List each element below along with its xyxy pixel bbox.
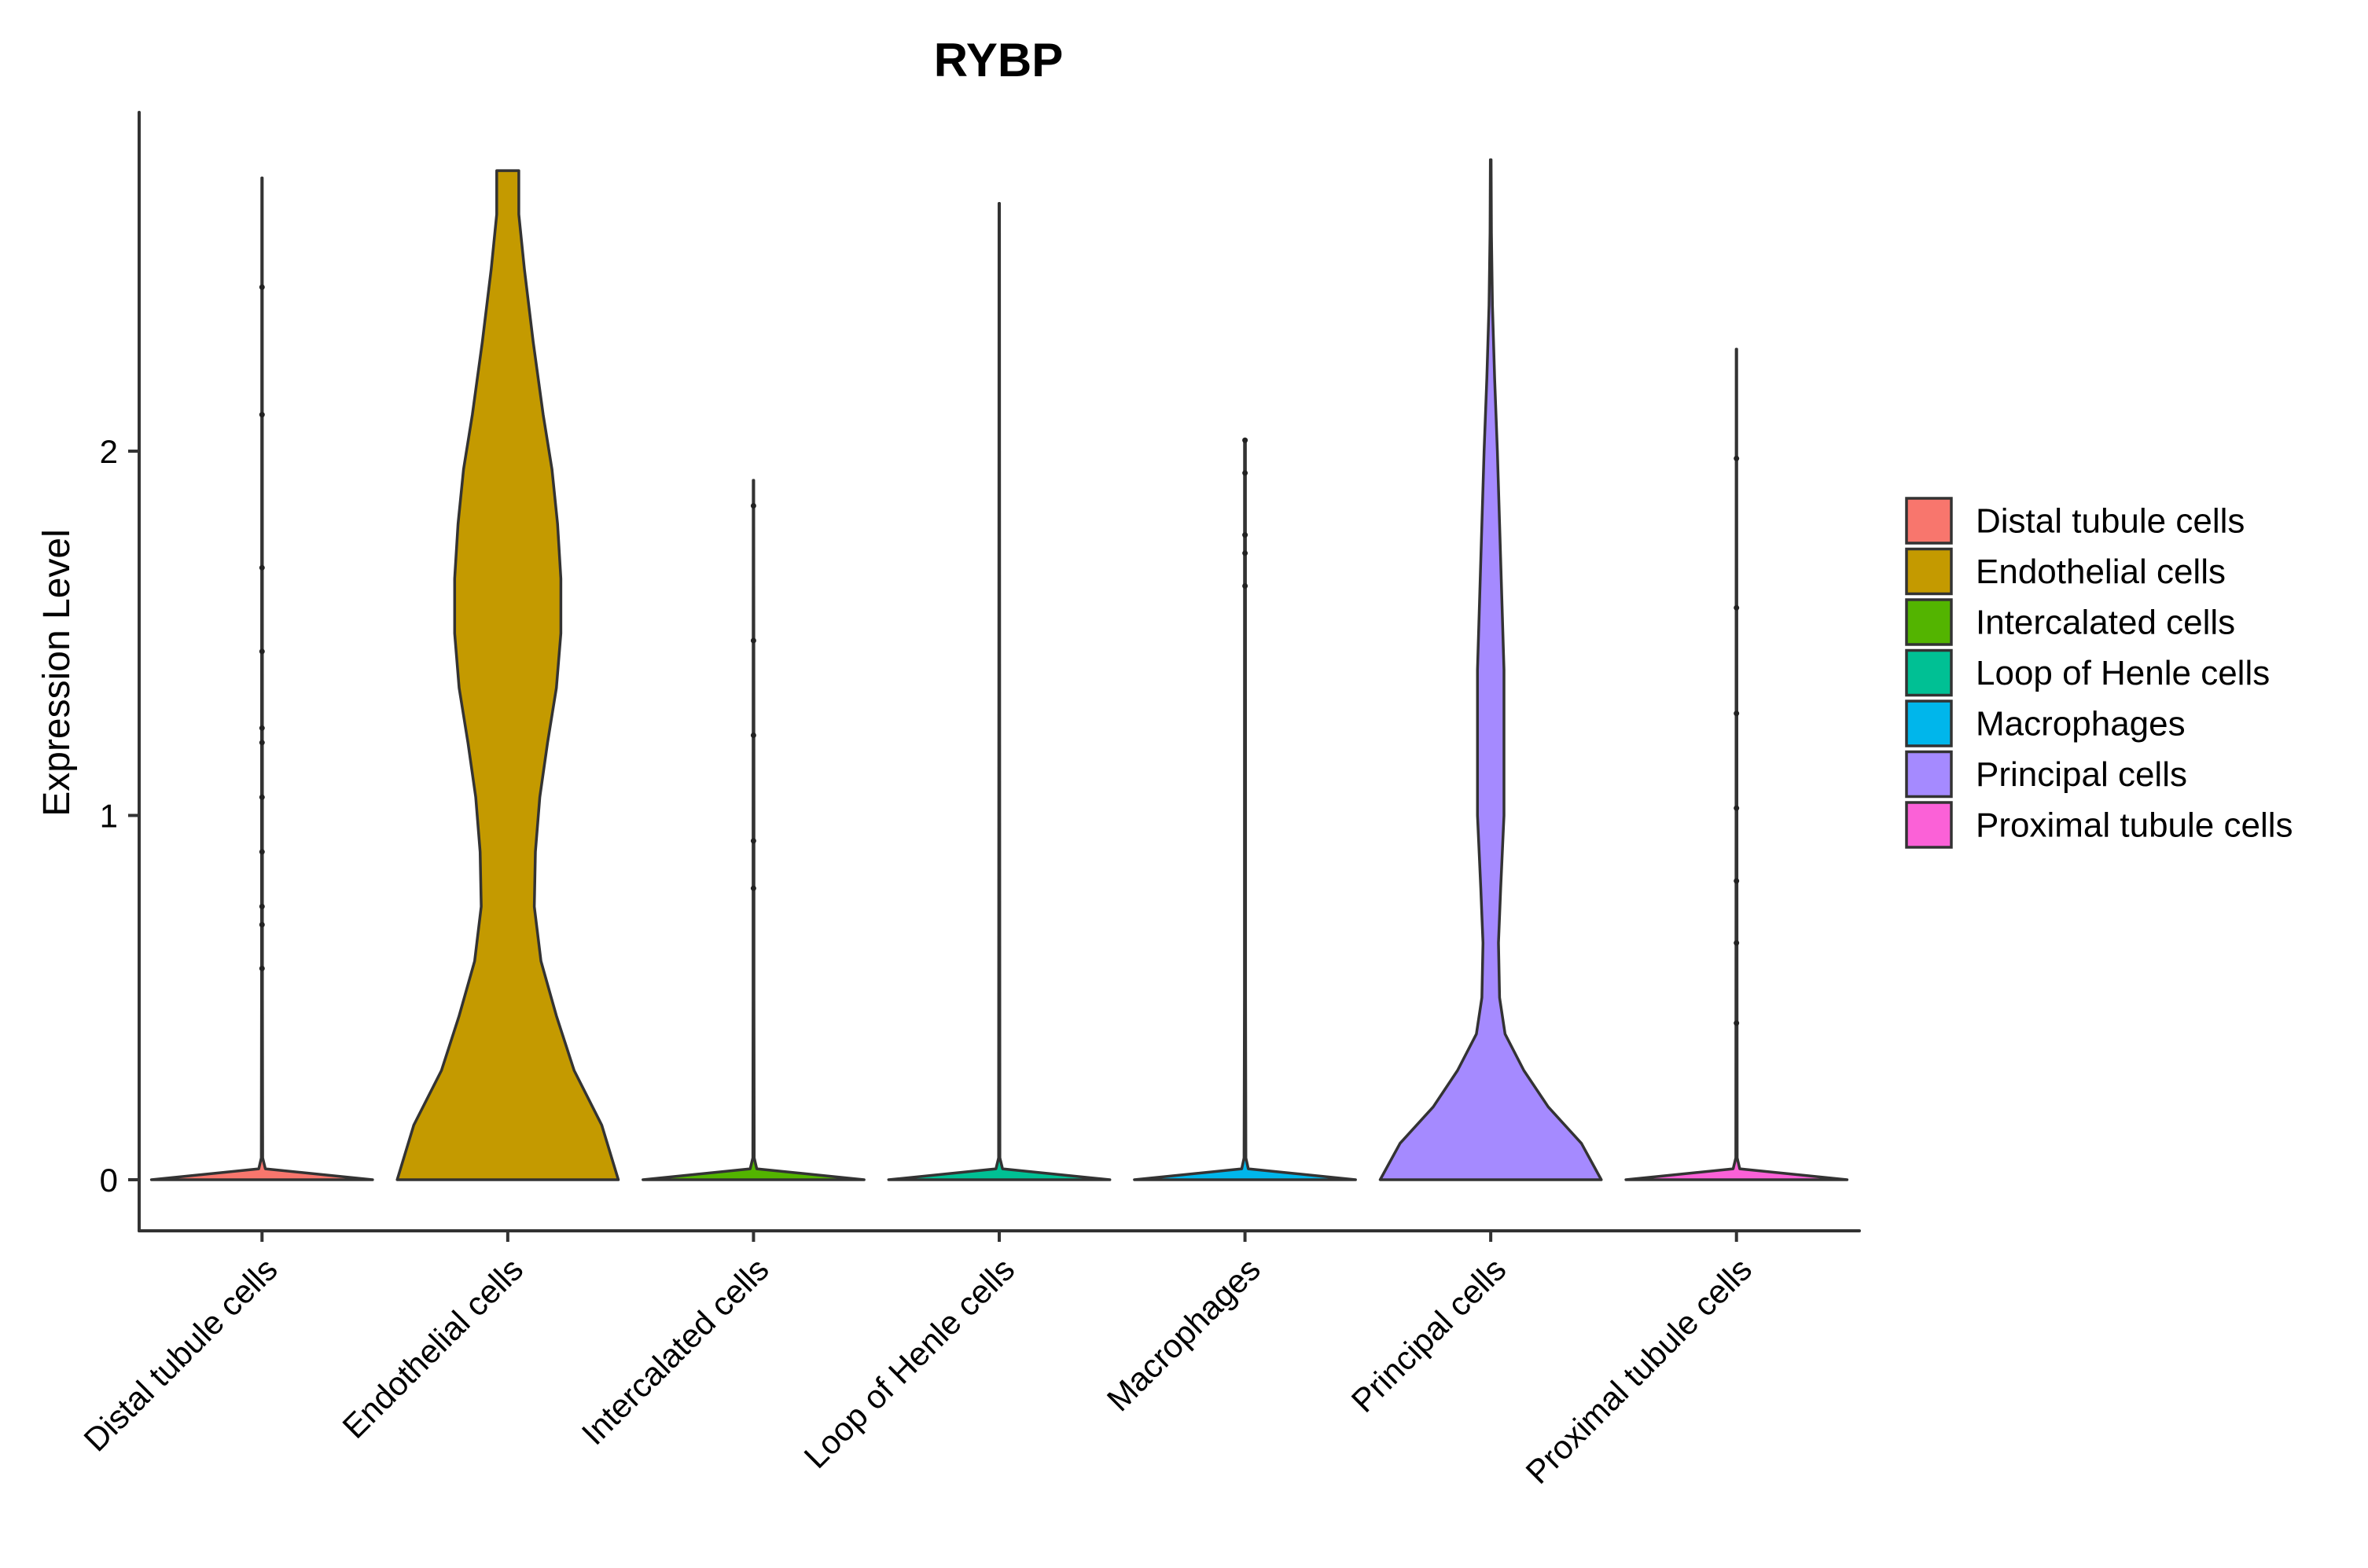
violin-intercalated-cells	[642, 479, 866, 1181]
outlier-point	[259, 965, 265, 971]
legend: Distal tubule cells Endothelial cells Inte…	[1905, 497, 2293, 849]
legend-label-proximal-tubule-cells: Proximal tubule cells	[1976, 806, 2293, 845]
violins-layer	[149, 158, 1849, 1181]
outlier-point	[1734, 604, 1740, 611]
outlier-point	[259, 725, 265, 731]
x-tick-label-distal-tubule-cells: Distal tubule cells	[76, 1250, 284, 1458]
violin-distal-tubule-cells	[149, 176, 374, 1181]
outlier-point	[259, 794, 265, 800]
legend-label-distal-tubule-cells: Distal tubule cells	[1976, 502, 2245, 541]
outlier-point	[1734, 940, 1740, 946]
outlier-point	[1734, 878, 1740, 884]
outlier-point	[259, 922, 265, 927]
legend-key-intercalated-cells	[1905, 598, 1953, 646]
legend-label-intercalated-cells: Intercalated cells	[1976, 604, 2235, 642]
y-axis-label: Expression Level	[36, 529, 78, 817]
outlier-point	[259, 412, 265, 418]
outlier-point	[259, 284, 265, 290]
outlier-point	[259, 903, 265, 909]
y-tick-label: 1	[100, 798, 118, 835]
violin-proximal-tubule-cells	[1624, 347, 1849, 1181]
legend-label-loop-of-henle-cells: Loop of Henle cells	[1976, 654, 2270, 692]
chart-title: RYBP	[934, 34, 1063, 86]
outlier-point	[750, 838, 756, 844]
outlier-point	[1734, 805, 1740, 811]
outlier-point	[259, 564, 265, 571]
legend-key-loop-of-henle-cells	[1905, 648, 1953, 697]
x-tick-label-principal-cells: Principal cells	[1344, 1250, 1513, 1419]
outlier-point	[1242, 470, 1248, 476]
violin-endothelial-cells	[395, 169, 620, 1181]
legend-key-principal-cells	[1905, 750, 1953, 799]
y-tick-label: 0	[100, 1162, 118, 1199]
legend-key-macrophages	[1905, 700, 1953, 747]
outlier-point	[259, 740, 265, 746]
legend-label-macrophages: Macrophages	[1976, 705, 2186, 744]
x-tick-label-macrophages: Macrophages	[1100, 1250, 1267, 1418]
outlier-point	[750, 503, 756, 509]
y-ticks: 0 1 2	[100, 433, 139, 1199]
x-tick-label-intercalated-cells: Intercalated cells	[575, 1250, 776, 1452]
violin-principal-cells	[1378, 158, 1603, 1181]
violin-loop-of-henle-cells	[887, 202, 1112, 1181]
outlier-point	[1734, 711, 1740, 717]
outlier-point	[750, 637, 756, 644]
legend-key-proximal-tubule-cells	[1905, 801, 1953, 849]
x-tick-label-loop-of-henle-cells: Loop of Henle cells	[797, 1250, 1022, 1475]
outlier-point	[259, 648, 265, 655]
outlier-point	[1242, 532, 1248, 538]
outlier-point	[1242, 583, 1248, 589]
outlier-point	[750, 733, 756, 738]
outlier-point	[1242, 437, 1248, 443]
legend-key-endothelial-cells	[1905, 547, 1953, 596]
x-tick-label-proximal-tubule-cells: Proximal tubule cells	[1518, 1250, 1759, 1491]
outlier-point	[750, 885, 756, 891]
x-tick-label-endothelial-cells: Endothelial cells	[335, 1250, 530, 1445]
outlier-point	[1242, 550, 1248, 556]
x-ticks: Distal tubule cells Endothelial cells Inte…	[76, 1231, 1759, 1491]
outlier-point	[259, 849, 265, 855]
legend-key-distal-tubule-cells	[1905, 497, 1953, 545]
outlier-point	[1734, 455, 1740, 461]
y-tick-label: 2	[100, 433, 118, 470]
legend-label-endothelial-cells: Endothelial cells	[1976, 553, 2226, 591]
legend-label-principal-cells: Principal cells	[1976, 755, 2187, 794]
outlier-point	[1734, 1020, 1740, 1026]
